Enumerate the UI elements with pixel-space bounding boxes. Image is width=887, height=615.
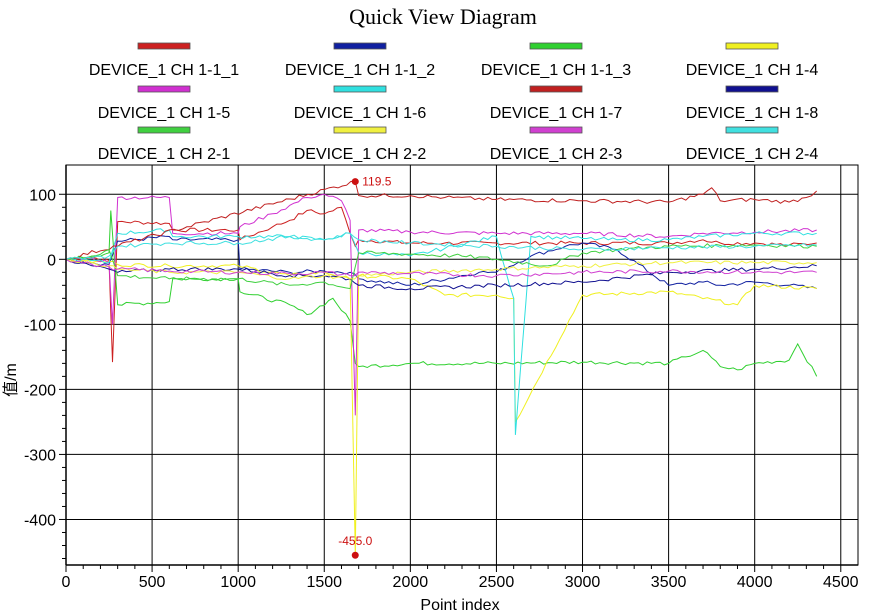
legend-label: DEVICE_1 CH 2-2 xyxy=(294,146,427,163)
y-tick-label: -400 xyxy=(24,512,56,529)
legend-label: DEVICE_1 CH 1-1_2 xyxy=(285,62,435,79)
x-tick-label: 4500 xyxy=(823,574,859,591)
series-lines xyxy=(65,180,818,556)
legend-label: DEVICE_1 CH 1-5 xyxy=(98,105,231,122)
legend-swatch xyxy=(333,42,387,50)
legend-swatch xyxy=(137,42,191,50)
legend-label: DEVICE_1 CH 2-4 xyxy=(686,146,819,163)
series-line xyxy=(65,258,817,556)
y-tick-label: 100 xyxy=(29,187,56,204)
annotation-marker xyxy=(351,178,359,186)
x-tick-label: 3500 xyxy=(651,574,687,591)
x-tick-label: 4000 xyxy=(737,574,773,591)
x-tick-label: 1500 xyxy=(306,574,342,591)
legend-label: DEVICE_1 CH 1-4 xyxy=(686,62,819,79)
x-axis-label: Point index xyxy=(420,597,499,614)
annotation-label: 119.5 xyxy=(362,175,391,189)
x-tick-label: 2500 xyxy=(479,574,515,591)
legend: DEVICE_1 CH 1-1_1 DEVICE_1 CH 1-1_2 DEVICE… xyxy=(89,42,819,163)
chart-title: Quick View Diagram xyxy=(349,4,537,29)
y-ticks: 100 0 -100 -200 -300 -400 xyxy=(24,187,66,559)
legend-swatch xyxy=(529,126,583,134)
series-line xyxy=(65,228,817,435)
x-tick-label: 0 xyxy=(62,574,71,591)
x-tick-label: 3000 xyxy=(565,574,601,591)
y-tick-label: -200 xyxy=(24,382,56,399)
y-tick-label: 0 xyxy=(47,252,56,269)
legend-swatch xyxy=(137,85,191,93)
legend-swatch xyxy=(725,126,779,134)
legend-swatch xyxy=(529,42,583,50)
legend-swatch xyxy=(725,85,779,93)
y-tick-label: -100 xyxy=(24,317,56,334)
series-line xyxy=(65,258,817,278)
x-tick-label: 1000 xyxy=(220,574,256,591)
legend-swatch xyxy=(333,85,387,93)
legend-swatch xyxy=(137,126,191,134)
series-line xyxy=(65,232,817,260)
annotations: 119.5 -455.0 xyxy=(338,175,392,559)
annotation-label: -455.0 xyxy=(338,534,372,548)
legend-label: DEVICE_1 CH 1-7 xyxy=(490,105,623,122)
x-tick-label: 500 xyxy=(139,574,166,591)
x-ticks: 0 500 1000 1500 2000 2500 3000 3500 4000 4500 xyxy=(62,565,859,591)
legend-swatch xyxy=(529,85,583,93)
legend-label: DEVICE_1 CH 2-1 xyxy=(98,146,231,163)
legend-swatch xyxy=(725,42,779,50)
series-line xyxy=(65,235,817,290)
x-tick-label: 2000 xyxy=(393,574,429,591)
gridlines xyxy=(66,165,858,565)
legend-label: DEVICE_1 CH 2-3 xyxy=(490,146,623,163)
series-line xyxy=(65,258,817,291)
series-line xyxy=(65,180,818,260)
legend-label: DEVICE_1 CH 1-6 xyxy=(294,105,427,122)
legend-label: DEVICE_1 CH 1-1_3 xyxy=(481,62,631,79)
annotation-marker xyxy=(351,551,359,559)
y-axis-label: 值/m xyxy=(2,363,20,397)
legend-label: DEVICE_1 CH 1-1_1 xyxy=(89,62,239,79)
y-tick-label: -300 xyxy=(24,447,56,464)
legend-label: DEVICE_1 CH 1-8 xyxy=(686,105,819,122)
legend-swatch xyxy=(333,126,387,134)
